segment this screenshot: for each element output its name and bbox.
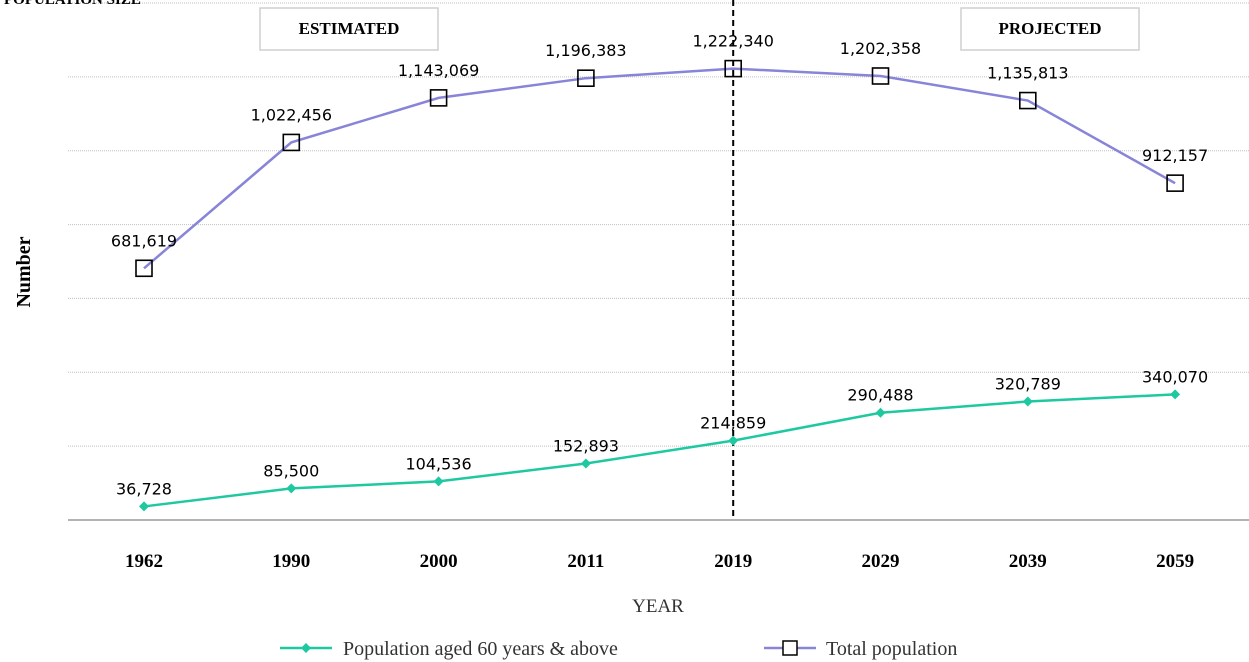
legend-marker-60-plus [301,643,311,653]
projected-label-box [960,7,1140,51]
x-tick-label: 2039 [1009,551,1047,572]
data-label: 1,022,456 [251,105,332,124]
legend-marker-total [782,640,798,656]
data-point [1166,174,1184,192]
data-point [1018,91,1037,110]
data-point [1170,389,1181,400]
data-label: 1,202,358 [840,39,921,58]
data-label: 85,500 [263,461,319,480]
series-layer: 36,728 85,500 104,536 152,893 214,859 290,488… [111,32,1208,512]
data-point [135,259,153,278]
projected-label: PROJECTED [999,19,1102,38]
data-point [1022,396,1033,407]
data-point [728,435,739,446]
chart-title: POPULATION SIZE [4,0,141,8]
data-point [580,458,591,469]
data-point [139,501,149,512]
data-label: 36,728 [116,479,172,498]
data-point [724,59,743,78]
data-label: 340,070 [1142,367,1208,386]
data-label: 152,893 [553,437,619,456]
series-line [143,393,1176,508]
data-label: 1,196,383 [545,41,626,60]
data-point [286,483,297,494]
legend-item-60-plus: Population aged 60 years & above [280,638,618,660]
series-aged-60-plus: 36,728 85,500 104,536 152,893 214,859 290,488… [116,367,1208,512]
data-point [433,476,444,487]
data-label: 214,859 [700,414,766,433]
data-point [282,133,301,152]
data-label: 912,157 [1142,146,1208,165]
data-label: 1,143,069 [398,61,479,80]
legend-label-total: Total population [826,638,957,660]
x-tick-labels: 1962 1990 2000 2011 2019 2029 2039 2059 [125,551,1194,572]
x-tick-label: 2019 [714,551,752,572]
x-axis-title: YEAR [632,596,684,617]
legend: Population aged 60 years & above Total p… [280,638,957,660]
x-tick-label: 1962 [125,551,163,572]
x-tick-label: 2059 [1156,551,1194,572]
data-point [871,67,890,85]
estimated-label: ESTIMATED [299,19,400,38]
data-point [875,407,886,418]
series-line [143,67,1176,270]
x-tick-label: 2029 [862,551,900,572]
x-tick-label: 2011 [567,551,604,572]
estimated-label-box [259,7,439,51]
data-label: 104,536 [406,454,472,473]
data-label: 681,619 [111,231,177,250]
data-label: 1,222,340 [692,32,773,51]
gridlines [68,2,1249,447]
data-label: 1,135,813 [987,64,1068,83]
data-point [577,69,595,87]
data-label: 290,488 [847,386,913,405]
data-point [429,89,448,107]
x-tick-label: 1990 [272,551,310,572]
y-axis-title: Number [13,236,35,307]
series-total-population: 681,619 1,022,456 1,143,069 1,196,383 1,222,… [111,32,1208,278]
legend-label-60-plus: Population aged 60 years & above [343,638,618,660]
legend-item-total: Total population [764,638,957,660]
x-tick-label: 2000 [420,551,458,572]
data-label: 320,789 [995,375,1061,394]
